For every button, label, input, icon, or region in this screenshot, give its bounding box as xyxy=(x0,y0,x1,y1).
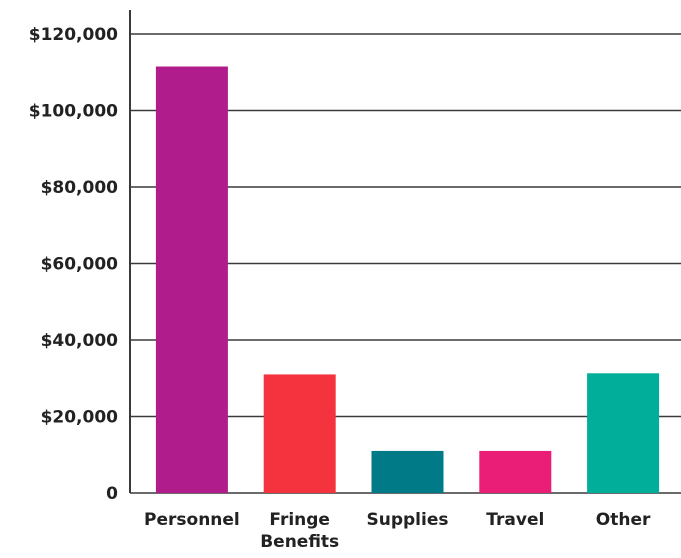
y-tick-label: 0 xyxy=(106,484,118,504)
y-tick-label: $60,000 xyxy=(41,255,119,275)
category-label: Travel xyxy=(486,510,544,530)
bar xyxy=(479,450,552,493)
y-tick-label: $100,000 xyxy=(29,102,118,122)
category-label-line: Fringe xyxy=(269,510,330,530)
y-tick-label: $120,000 xyxy=(29,25,118,45)
bar xyxy=(263,374,336,493)
category-label-line: Travel xyxy=(486,510,544,530)
y-tick-labels: 0 $20,000 $40,000 $60,000 $80,000 $100,000 $12… xyxy=(29,25,118,504)
y-tick-label: $80,000 xyxy=(41,178,119,198)
category-label-line: Benefits xyxy=(260,532,339,552)
category-label: Other xyxy=(596,510,651,530)
category-label: Fringe Benefits xyxy=(260,510,339,552)
y-tick-label: $20,000 xyxy=(41,408,119,428)
category-label: Supplies xyxy=(367,510,449,530)
x-category-labels: Personnel Fringe Benefits Supplies Travel Oth… xyxy=(144,510,651,552)
bar xyxy=(371,450,444,493)
category-label: Personnel xyxy=(144,510,240,530)
category-label-line: Other xyxy=(596,510,651,530)
y-tick-label: $40,000 xyxy=(41,331,119,351)
bars xyxy=(155,66,660,493)
category-label-line: Supplies xyxy=(367,510,449,530)
bar xyxy=(587,373,660,493)
category-label-line: Personnel xyxy=(144,510,240,530)
bar xyxy=(155,66,228,493)
